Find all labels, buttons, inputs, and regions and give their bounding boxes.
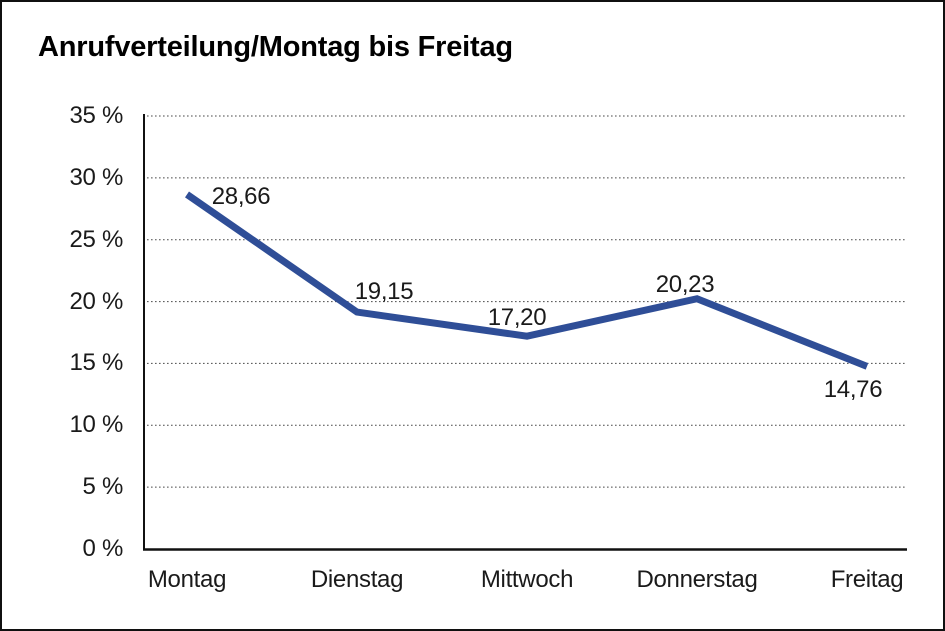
series-line [185,191,869,370]
y-tick-label: 25 % [69,225,123,253]
x-tick-label: Donnerstag [636,566,758,593]
y-tick-label: 20 % [69,287,123,315]
data-label: 20,23 [655,270,715,298]
x-tick-label: Dienstag [310,566,404,593]
data-label: 17,20 [487,304,547,332]
x-tick-label: Mittwoch [480,566,574,593]
y-tick-label: 15 % [69,349,123,377]
y-tick-label: 30 % [69,163,123,191]
chart-title: Anrufverteilung/Montag bis Freitag [38,31,513,63]
y-tick-label: 5 % [82,473,124,501]
x-tick-label: Freitag [830,566,904,593]
data-label: 28,66 [211,183,271,211]
x-tick-label: Montag [147,566,227,593]
y-tick-label: 0 % [82,535,124,562]
data-label: 19,15 [354,278,414,306]
y-tick-label: 10 % [69,411,123,439]
y-tick-label: 35 % [69,102,123,129]
data-label: 14,76 [823,376,883,404]
